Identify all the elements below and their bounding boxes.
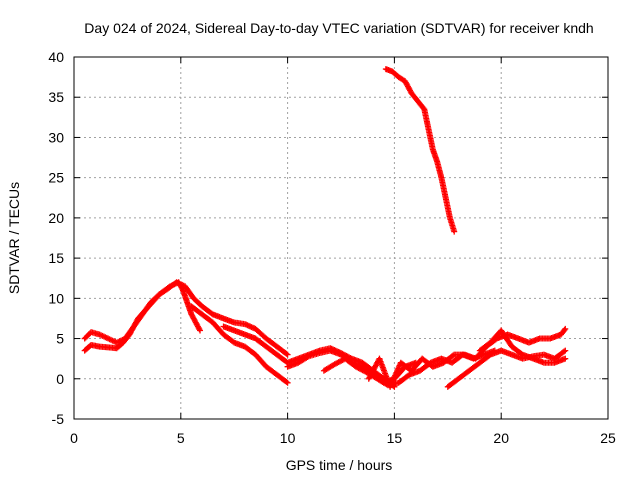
data-point [561, 348, 568, 355]
data-point [450, 352, 457, 359]
series-track-h [444, 347, 569, 390]
data-point [420, 105, 427, 112]
data-point [283, 378, 290, 385]
series-track-upper [382, 66, 458, 235]
data-point [283, 350, 290, 357]
y-axis-label: SDTVAR / TECUs [6, 182, 22, 294]
y-tick-label: 0 [56, 371, 64, 387]
x-tick-label: 10 [280, 430, 296, 446]
y-tick-label: 30 [48, 129, 64, 145]
axis-ticks: 0 5 10 15 20 25 -5 0 5 10 15 20 25 30 35 40 [48, 49, 616, 446]
y-tick-label: 35 [48, 89, 64, 105]
grid-lines [74, 57, 608, 419]
data-point [562, 347, 569, 354]
data-point [284, 351, 291, 358]
data-point [284, 379, 291, 386]
x-tick-label: 0 [70, 430, 78, 446]
x-tick-label: 15 [387, 430, 403, 446]
data-point [197, 327, 204, 334]
y-tick-label: -5 [52, 411, 65, 427]
series-track-c [188, 303, 291, 386]
series-track-b [81, 279, 291, 358]
data-point [562, 325, 569, 332]
y-tick-label: 25 [48, 170, 64, 186]
x-tick-label: 5 [177, 430, 185, 446]
data-point [304, 354, 311, 361]
chart-title: Day 024 of 2024, Sidereal Day-to-day VTE… [84, 20, 593, 36]
data-point [561, 327, 568, 334]
plot-frame [73, 56, 609, 420]
y-tick-label: 10 [48, 290, 64, 306]
y-tick-label: 40 [48, 49, 64, 65]
data-point [562, 355, 569, 362]
data-point [451, 228, 458, 235]
series-track-i [476, 327, 569, 366]
x-axis-label: GPS time / hours [286, 457, 393, 473]
y-tick-label: 15 [48, 250, 64, 266]
y-tick-label: 5 [56, 331, 64, 347]
x-tick-label: 25 [600, 430, 616, 446]
data-point [196, 326, 203, 333]
x-tick-label: 20 [493, 430, 509, 446]
data-points [81, 66, 569, 390]
y-tick-label: 20 [48, 210, 64, 226]
